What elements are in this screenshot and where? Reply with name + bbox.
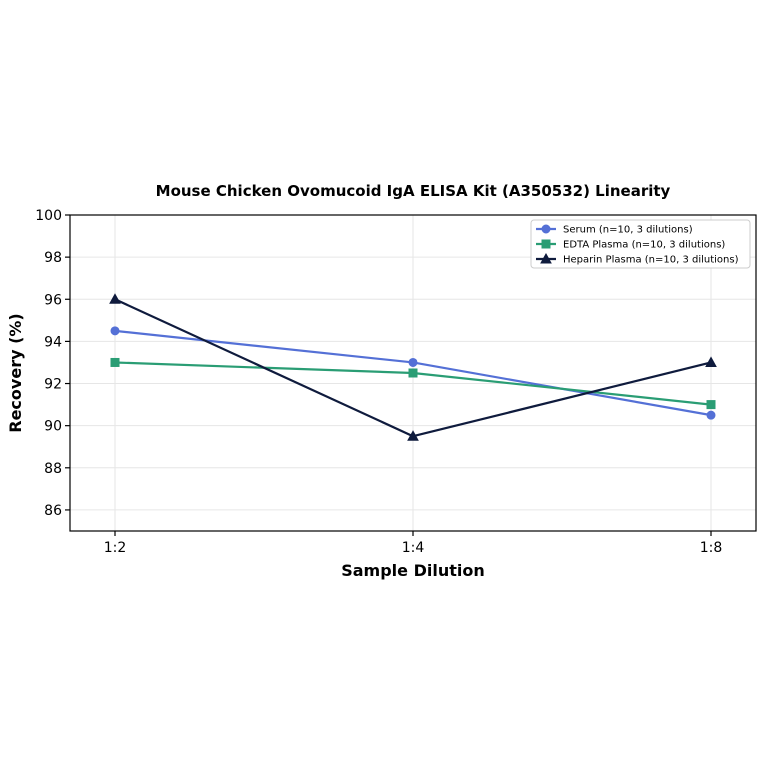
legend-marker — [541, 239, 551, 249]
series-circle — [110, 326, 716, 420]
y-tick-label: 92 — [44, 377, 62, 393]
y-tick-label: 96 — [44, 292, 62, 308]
data-point — [407, 430, 419, 441]
legend-entry: Serum (n=10, 3 dilutions) — [563, 225, 693, 236]
x-tick-label: 1:4 — [402, 540, 425, 556]
series-triangle — [109, 293, 717, 441]
y-tick-label: 90 — [44, 419, 62, 435]
tick-layer: 86 88 90 92 94 96 98 100 1:2 1:4 1:8 — [35, 208, 722, 556]
legend: Serum (n=10, 3 dilutions) EDTA Plasma (n=… — [530, 219, 751, 269]
data-point — [110, 326, 120, 336]
chart-title: Mouse Chicken Ovomucoid IgA ELISA Kit (A… — [156, 182, 671, 200]
y-tick-label: 100 — [35, 208, 62, 224]
legend-entry: Heparin Plasma (n=10, 3 dilutions) — [563, 255, 739, 266]
y-tick-label: 94 — [44, 334, 62, 350]
x-tick-label: 1:2 — [104, 540, 127, 556]
legend-marker — [541, 224, 551, 234]
y-axis-label: Recovery (%) — [6, 313, 25, 432]
data-point — [706, 410, 716, 420]
data-point — [110, 357, 120, 367]
data-point — [408, 368, 418, 378]
data-point — [109, 293, 121, 304]
y-tick-label: 86 — [44, 503, 62, 519]
series-square — [110, 357, 716, 410]
y-tick-label: 98 — [44, 250, 62, 266]
data-point — [705, 356, 717, 367]
legend-box — [530, 219, 751, 269]
x-tick-label: 1:8 — [700, 540, 723, 556]
legend-marker — [540, 252, 552, 264]
data-point — [706, 400, 716, 410]
series-layer — [109, 293, 717, 441]
data-point — [408, 357, 418, 367]
legend-entry: EDTA Plasma (n=10, 3 dilutions) — [563, 240, 725, 251]
x-axis-label: Sample Dilution — [341, 561, 485, 580]
y-tick-label: 88 — [44, 461, 62, 477]
